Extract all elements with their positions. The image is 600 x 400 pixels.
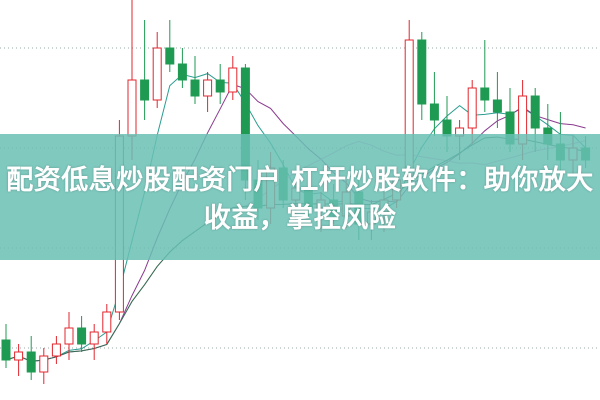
candle-body bbox=[140, 79, 150, 101]
candle-body bbox=[77, 327, 87, 345]
candle-body bbox=[102, 311, 112, 333]
candle-body bbox=[89, 331, 99, 345]
candle bbox=[492, 72, 502, 128]
candle bbox=[14, 344, 24, 376]
candle bbox=[228, 56, 238, 100]
candle bbox=[51, 336, 61, 364]
candle bbox=[165, 20, 175, 72]
candle-body bbox=[127, 79, 137, 137]
headline-line-2: 收益，掌控风险 bbox=[203, 203, 397, 234]
candle bbox=[39, 348, 49, 384]
candle bbox=[215, 64, 225, 104]
candle bbox=[26, 336, 36, 380]
candle bbox=[1, 324, 11, 368]
candle bbox=[64, 312, 74, 360]
candle bbox=[417, 32, 427, 120]
headline: 配资低息炒股配资门户 杠杆炒股软件：助你放大 收益，掌控风险 bbox=[0, 162, 600, 238]
candle-body bbox=[26, 351, 36, 373]
candle-body bbox=[14, 351, 24, 361]
candle-body bbox=[480, 87, 490, 101]
candle bbox=[467, 80, 477, 144]
candle bbox=[152, 32, 162, 108]
headline-line-1: 配资低息炒股配资门户 杠杆炒股软件：助你放大 bbox=[6, 165, 594, 196]
candle-body bbox=[429, 103, 439, 121]
candle bbox=[190, 56, 200, 104]
candle-body bbox=[530, 95, 540, 129]
candle-body bbox=[152, 47, 162, 101]
candle bbox=[102, 304, 112, 344]
candle-body bbox=[51, 343, 61, 357]
candle bbox=[77, 316, 87, 352]
candle-body bbox=[203, 79, 213, 97]
candle-body bbox=[228, 67, 238, 93]
candle-body bbox=[190, 79, 200, 97]
headline-banner bbox=[0, 134, 600, 260]
candle-body bbox=[64, 327, 74, 345]
candle bbox=[429, 72, 439, 136]
candle bbox=[203, 72, 213, 112]
candle-body bbox=[215, 79, 225, 93]
candle bbox=[89, 324, 99, 360]
candle-body bbox=[165, 47, 175, 65]
candle-body bbox=[417, 39, 427, 105]
candle-body bbox=[467, 87, 477, 129]
candle bbox=[177, 48, 187, 88]
candle-body bbox=[39, 355, 49, 373]
candle-body bbox=[177, 63, 187, 81]
candle bbox=[140, 20, 150, 120]
candle-body bbox=[1, 339, 11, 361]
candle bbox=[480, 40, 490, 112]
candle-body bbox=[492, 99, 502, 113]
